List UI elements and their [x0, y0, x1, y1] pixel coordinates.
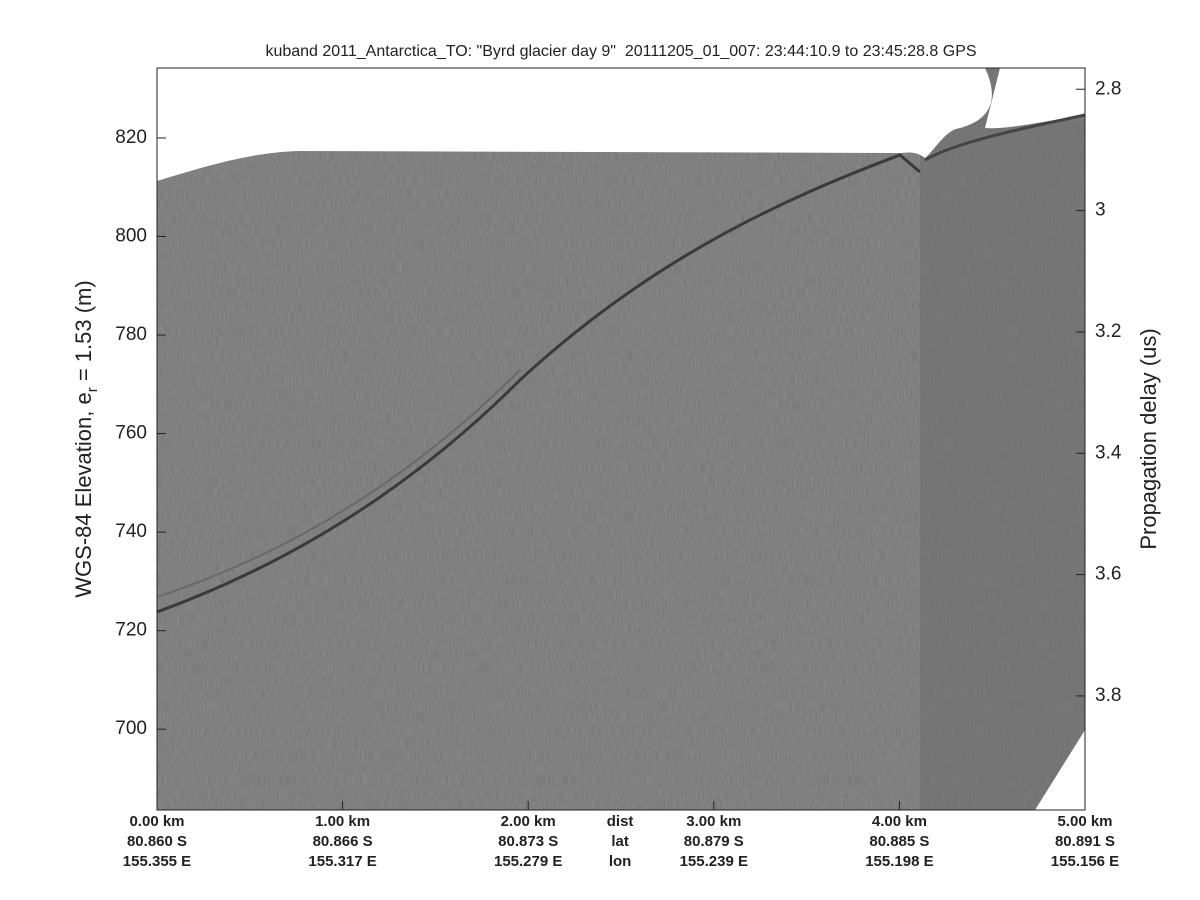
- lat-label: 80.879 S: [684, 833, 744, 850]
- lat-label: 80.891 S: [1055, 833, 1115, 850]
- y2-tick-label: 3.2: [1095, 321, 1121, 342]
- row-label: dist: [607, 813, 634, 830]
- y-tick-label: 780: [115, 324, 147, 345]
- x-tick-label: 4.00 km: [872, 813, 927, 830]
- echogram-image: [157, 68, 1085, 810]
- y-tick-label: 800: [115, 226, 147, 247]
- lat-label: 80.860 S: [127, 833, 187, 850]
- y2-tick-label: 3.4: [1095, 442, 1122, 463]
- x-tick-label: 3.00 km: [686, 813, 741, 830]
- row-label: lat: [611, 833, 629, 850]
- lat-label: 80.873 S: [498, 833, 558, 850]
- lon-label: 155.156 E: [1051, 853, 1119, 870]
- x-tick-label: 1.00 km: [315, 813, 370, 830]
- lon-label: 155.279 E: [494, 853, 562, 870]
- y-tick-label: 700: [115, 718, 147, 739]
- x-tick-label: 5.00 km: [1057, 813, 1112, 830]
- y2-tick-label: 2.8: [1095, 78, 1121, 99]
- y-tick-label: 720: [115, 620, 147, 641]
- y-tick-label: 820: [115, 127, 147, 148]
- y2-axis-label: Propagation delay (us): [1136, 328, 1161, 549]
- y-axis-label-part: WGS-84 Elevation, e: [71, 392, 96, 597]
- y2-tick-label: 3.6: [1095, 564, 1121, 585]
- x-tick-label: 2.00 km: [501, 813, 556, 830]
- y-axis-label: WGS-84 Elevation, er = 1.53 (m): [71, 280, 102, 597]
- lat-label: 80.885 S: [869, 833, 929, 850]
- lon-label: 155.317 E: [308, 853, 376, 870]
- lon-label: 155.239 E: [680, 853, 748, 870]
- y-axis-label-part: = 1.53 (m): [71, 280, 96, 387]
- lat-label: 80.866 S: [313, 833, 373, 850]
- y-tick-label: 760: [115, 423, 147, 444]
- x-tick-label: 0.00 km: [129, 813, 184, 830]
- plot-frame: [156, 67, 1086, 811]
- lon-label: 155.355 E: [123, 853, 191, 870]
- y2-tick-label: 3: [1095, 200, 1106, 221]
- row-label: lon: [609, 853, 632, 870]
- y-tick-label: 740: [115, 521, 147, 542]
- y2-tick-label: 3.8: [1095, 685, 1121, 706]
- chart-title: kuband 2011_Antarctica_TO: "Byrd glacier…: [265, 43, 976, 60]
- lon-label: 155.198 E: [865, 853, 933, 870]
- y-axis-label-part: r: [84, 387, 101, 392]
